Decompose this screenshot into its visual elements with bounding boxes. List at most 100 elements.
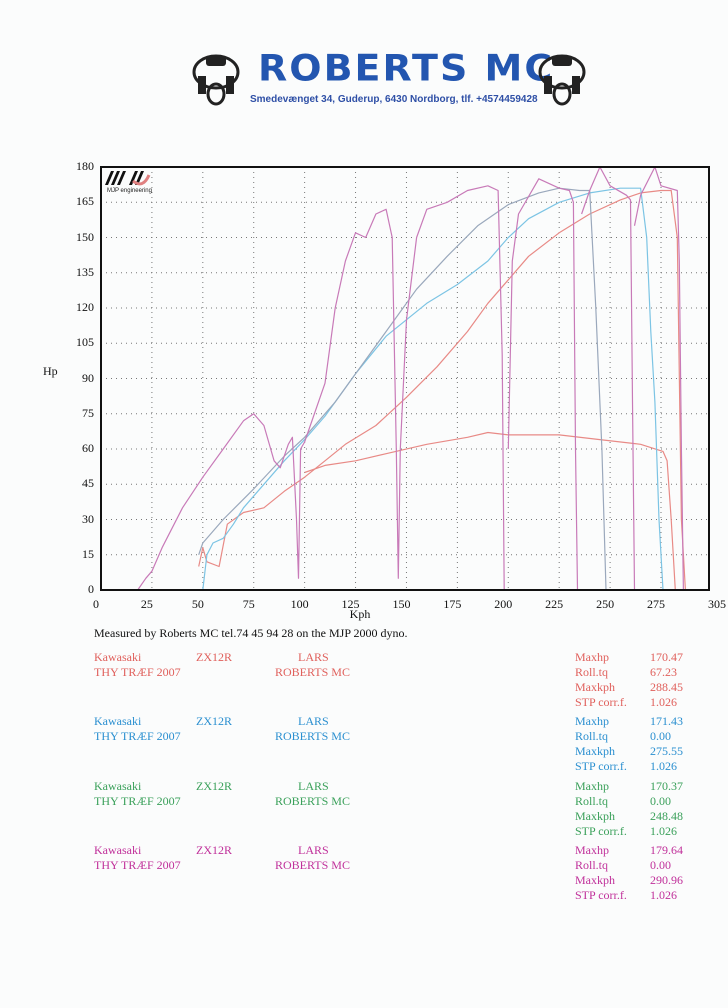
y-tick-label: 165	[76, 194, 94, 209]
x-tick-label: 200	[494, 597, 513, 611]
run-rider: LARS	[298, 714, 329, 728]
run-entry: Kawasaki THY TRÆF 2007 ZX12R LARS ROBERT…	[0, 843, 728, 903]
y-tick-label: 180	[76, 159, 94, 173]
series-line	[198, 187, 607, 591]
stat-value: 1.026	[650, 888, 677, 902]
y-tick-label: 90	[82, 370, 94, 385]
stat-value: 0.00	[650, 794, 671, 808]
stat-value: 0.00	[650, 729, 671, 743]
run-make: Kawasaki	[94, 714, 142, 728]
y-tick-label: 45	[82, 476, 94, 491]
run-rider: LARS	[298, 650, 329, 664]
stat-label: Maxhp	[575, 843, 609, 857]
series-line	[633, 166, 684, 591]
run-model: ZX12R	[196, 714, 232, 728]
run-shop: ROBERTS MC	[275, 729, 350, 743]
stat-value: 248.48	[650, 809, 683, 823]
stat-value: 179.64	[650, 843, 683, 857]
run-shop: ROBERTS MC	[275, 794, 350, 808]
x-tick-label: 305	[708, 597, 726, 611]
y-tick-label: 15	[82, 546, 94, 561]
stat-label: Roll.tq	[575, 729, 609, 743]
run-event: THY TRÆF 2007	[94, 665, 181, 679]
run-entry: Kawasaki THY TRÆF 2007 ZX12R LARS ROBERT…	[0, 779, 728, 839]
stat-label: STP corr.f.	[575, 824, 627, 838]
y-axis-label: Hp	[43, 364, 58, 378]
stat-label: Maxkph	[575, 873, 615, 887]
stat-value: 288.45	[650, 680, 683, 694]
logo-text: MJP engineering	[107, 188, 152, 194]
stat-label: Roll.tq	[575, 858, 609, 872]
run-entry: Kawasaki THY TRÆF 2007 ZX12R LARS ROBERT…	[0, 714, 728, 774]
stat-value: 290.96	[650, 873, 683, 887]
run-rider: LARS	[298, 843, 329, 857]
stat-label: Maxhp	[575, 779, 609, 793]
x-tick-label: 125	[341, 597, 360, 611]
series-line	[507, 178, 579, 591]
stat-value: 1.026	[650, 695, 677, 709]
run-model: ZX12R	[196, 650, 232, 664]
y-tick-label: 150	[76, 229, 94, 244]
stat-value: 1.026	[650, 759, 677, 773]
x-tick-label: 275	[647, 597, 665, 611]
y-tick-label: 105	[76, 335, 94, 350]
measured-note: Measured by Roberts MC tel.74 45 94 28 o…	[94, 626, 408, 640]
run-make: Kawasaki	[94, 650, 142, 664]
run-shop: ROBERTS MC	[275, 858, 350, 872]
x-axis-label: Kph	[349, 607, 371, 621]
stat-value: 0.00	[650, 858, 671, 872]
x-tick-label: 0	[93, 597, 99, 611]
stat-value: 171.43	[650, 714, 683, 728]
run-make: Kawasaki	[94, 779, 142, 793]
x-tick-label: 225	[545, 597, 564, 611]
y-tick-label: 75	[82, 405, 94, 420]
series-line	[581, 166, 636, 591]
address-line: Smedevænget 34, Guderup, 6430 Nordborg, …	[250, 94, 538, 105]
run-model: ZX12R	[196, 843, 232, 857]
mjp-logo-icon	[105, 171, 151, 186]
x-tick-label: 250	[596, 597, 615, 611]
y-tick-label: 60	[82, 441, 94, 455]
stat-label: Maxhp	[575, 650, 609, 664]
stat-label: Maxkph	[575, 744, 615, 758]
series-line	[304, 431, 676, 591]
run-model: ZX12R	[196, 779, 232, 793]
stat-label: Maxhp	[575, 714, 609, 728]
stat-label: Maxkph	[575, 680, 615, 694]
x-tick-label: 100	[290, 597, 309, 611]
motorcycle-icon	[538, 54, 586, 106]
run-event: THY TRÆF 2007	[94, 858, 181, 872]
run-shop: ROBERTS MC	[275, 665, 350, 679]
stat-value: 170.37	[650, 779, 683, 793]
run-event: THY TRÆF 2007	[94, 729, 181, 743]
x-tick-label: 25	[140, 597, 153, 611]
series-line	[202, 187, 664, 591]
x-tick-label: 150	[392, 597, 411, 611]
y-tick-label: 0	[88, 582, 94, 596]
x-tick-label: 75	[242, 597, 255, 611]
stat-label: STP corr.f.	[575, 888, 627, 902]
stat-value: 275.55	[650, 744, 683, 758]
y-tick-label: 135	[76, 264, 94, 279]
stat-label: STP corr.f.	[575, 759, 627, 773]
stat-value: 67.23	[650, 665, 677, 679]
motorcycle-icon	[192, 54, 240, 106]
y-tick-label: 30	[82, 511, 94, 526]
page-header: ROBERTS MC Smedevænget 34, Guderup, 6430…	[0, 40, 728, 120]
run-rider: LARS	[298, 779, 329, 793]
series-line	[198, 189, 686, 591]
run-make: Kawasaki	[94, 843, 142, 857]
run-event: THY TRÆF 2007	[94, 794, 181, 808]
stat-label: Maxkph	[575, 809, 615, 823]
x-tick-label: 175	[443, 597, 462, 611]
stat-value: 170.47	[650, 650, 683, 664]
stat-value: 1.026	[650, 824, 677, 838]
stat-label: Roll.tq	[575, 665, 609, 679]
brand-title: ROBERTS MC	[258, 47, 555, 89]
y-tick-label: 120	[76, 300, 94, 314]
stat-label: STP corr.f.	[575, 695, 627, 709]
series-line	[137, 185, 505, 591]
x-tick-label: 50	[191, 597, 204, 611]
run-entry: Kawasaki THY TRÆF 2007 ZX12R LARS ROBERT…	[0, 650, 728, 710]
